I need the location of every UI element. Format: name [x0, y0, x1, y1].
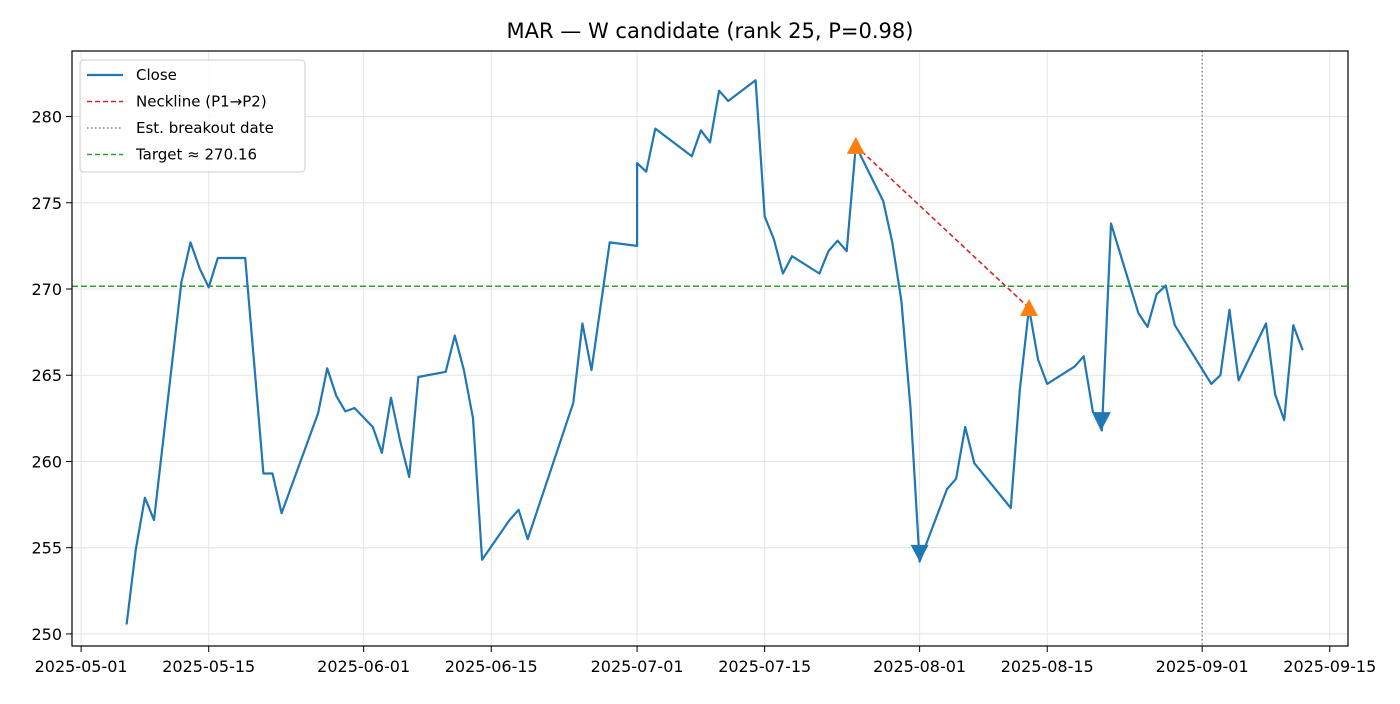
- plot-frame: [71, 50, 1349, 647]
- x-tick-label: 2025-08-01: [873, 657, 966, 676]
- y-tick-label: 265: [31, 366, 62, 385]
- series-layer: [125, 79, 1304, 625]
- legend-box: [79, 59, 306, 173]
- reference-lines: [72, 51, 1348, 646]
- x-tick-label: 2025-07-01: [591, 657, 684, 676]
- x-tick-label: 2025-09-01: [1156, 657, 1249, 676]
- peak-marker: [846, 136, 865, 154]
- legend-label: Est. breakout date: [136, 119, 274, 137]
- y-tick-label: 280: [31, 108, 62, 127]
- trough-marker: [1092, 412, 1111, 430]
- grid: [72, 51, 1348, 646]
- x-tick-label: 2025-05-15: [162, 657, 255, 676]
- x-tick-label: 2025-06-15: [445, 657, 538, 676]
- legend: Close Neckline (P1→P2) Est. breakout date T…: [79, 59, 306, 173]
- legend-label: Neckline (P1→P2): [136, 93, 267, 111]
- x-tick-label: 2025-08-15: [1001, 657, 1094, 676]
- x-tick-label: 2025-09-15: [1283, 657, 1376, 676]
- legend-label: Close: [136, 66, 177, 84]
- peak-marker: [1020, 298, 1038, 316]
- x-tick-label: 2025-06-01: [317, 657, 410, 676]
- y-tick-label: 275: [31, 194, 62, 213]
- close-price-line: [125, 79, 1304, 625]
- y-tick-label: 260: [31, 452, 62, 471]
- y-tick-label: 250: [31, 625, 62, 644]
- axes: 2025-05-01 2025-05-15 2025-06-01 2025-06-15…: [31, 108, 1376, 676]
- y-tick-label: 270: [31, 280, 62, 299]
- legend-label: Target ≈ 270.16: [135, 146, 257, 164]
- markers-layer: [846, 136, 1111, 562]
- x-tick-label: 2025-07-15: [718, 657, 811, 676]
- y-tick-label: 255: [31, 539, 62, 558]
- x-tick-label: 2025-05-01: [35, 657, 128, 676]
- chart-title: MAR — W candidate (rank 25, P=0.98): [507, 19, 914, 43]
- trough-marker: [910, 544, 929, 562]
